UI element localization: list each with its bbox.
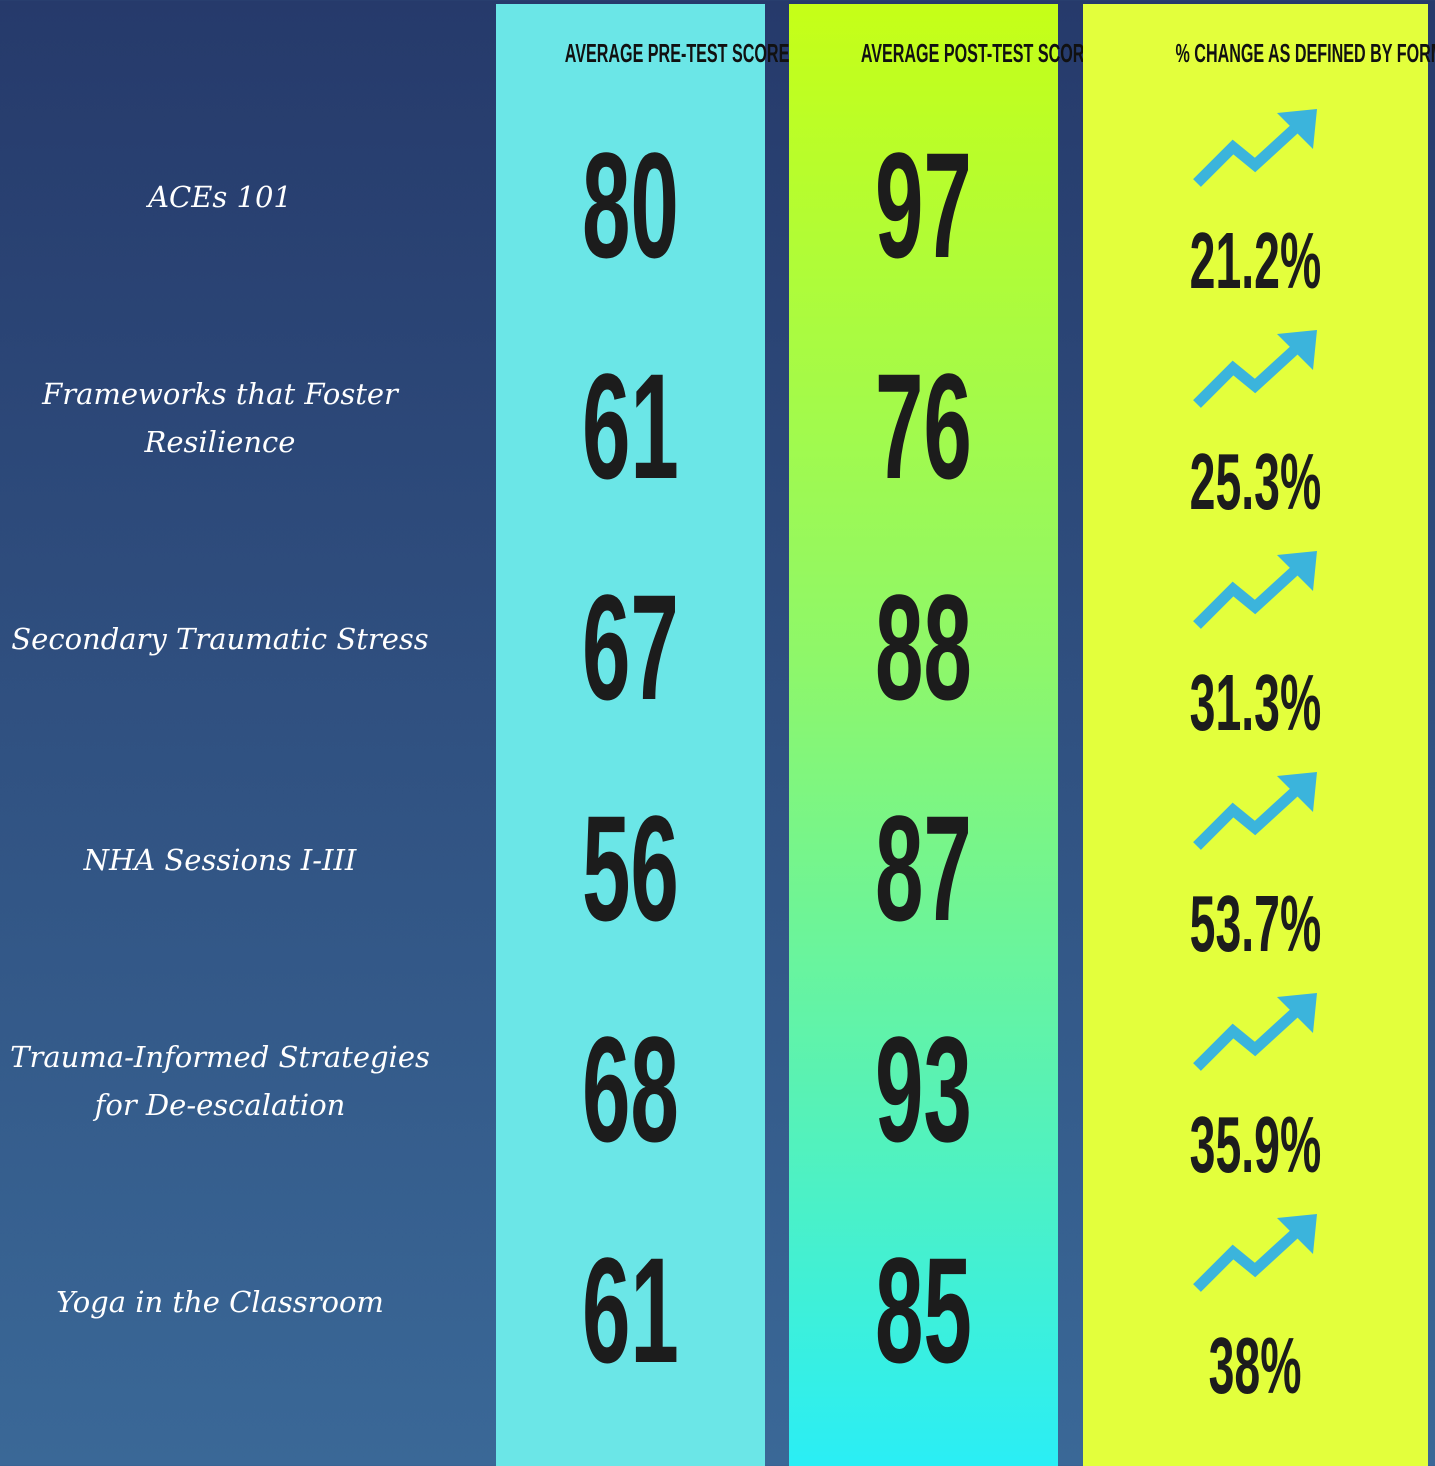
score: 80 (496, 130, 765, 280)
score: 61 (496, 351, 765, 501)
change: 38% (1083, 1326, 1428, 1406)
score-text: 61 (582, 342, 679, 510)
header-text: AVERAGE POST-TEST SCORE (860, 38, 1096, 68)
score-text: 85 (875, 1226, 972, 1394)
score-text: 56 (582, 784, 679, 952)
change-text: 35.9% (1189, 1100, 1322, 1189)
score: 97 (789, 130, 1058, 280)
trend-arrow (1193, 772, 1317, 850)
column-header: AVERAGE POST-TEST SCORE (789, 38, 1095, 69)
score: 88 (789, 572, 1058, 722)
trend-arrow (1193, 109, 1317, 187)
change-text: 21.2% (1189, 216, 1322, 305)
header-text: % CHANGE AS DEFINED BY FORMULA (1175, 38, 1435, 68)
score: 93 (789, 1014, 1058, 1164)
trend-arrow (1193, 1214, 1317, 1292)
row-label: NHA Sessions I-III (83, 843, 357, 877)
score: 56 (496, 793, 765, 943)
pre-column: AVERAGE PRE-TEST SCORE 80 61 67 56 68 61 (496, 4, 790, 1466)
column-header: % CHANGE AS DEFINED BY FORMULA (1083, 38, 1435, 69)
row-label: Secondary Traumatic Stress (11, 622, 429, 656)
change-text: 38% (1209, 1321, 1302, 1410)
change: 53.7% (1083, 884, 1428, 964)
column-header: AVERAGE PRE-TEST SCORE (496, 38, 790, 69)
score-text: 80 (582, 121, 679, 289)
change-text: 31.3% (1189, 658, 1322, 747)
change-text: 25.3% (1189, 437, 1322, 526)
change: 21.2% (1083, 221, 1428, 301)
score: 87 (789, 793, 1058, 943)
trend-arrow (1193, 551, 1317, 629)
score-text: 68 (582, 1005, 679, 1173)
row-label: Yoga in the Classroom (56, 1285, 384, 1319)
score-text: 93 (875, 1005, 972, 1173)
change: 35.9% (1083, 1105, 1428, 1185)
header-text: AVERAGE PRE-TEST SCORE (564, 38, 790, 68)
trend-arrow (1193, 330, 1317, 408)
trend-arrow (1193, 993, 1317, 1071)
row-label: Trauma-Informed Strategies for De-escala… (10, 1040, 430, 1122)
change-column: % CHANGE AS DEFINED BY FORMULA 21.2% 25.3%… (1083, 4, 1435, 1466)
score-text: 87 (875, 784, 972, 952)
change: 31.3% (1083, 663, 1428, 743)
score-text: 76 (875, 342, 972, 510)
score: 85 (789, 1235, 1058, 1385)
score-text: 88 (875, 563, 972, 731)
row-label: ACEs 101 (148, 180, 292, 214)
score: 61 (496, 1235, 765, 1385)
score-text: 67 (582, 563, 679, 731)
score: 76 (789, 351, 1058, 501)
change: 25.3% (1083, 442, 1428, 522)
score: 68 (496, 1014, 765, 1164)
score-text: 97 (875, 121, 972, 289)
row-label: Frameworks that Foster Resilience (42, 377, 398, 459)
score: 67 (496, 572, 765, 722)
score-text: 61 (582, 1226, 679, 1394)
post-column: AVERAGE POST-TEST SCORE 97 76 88 87 93 85 (789, 4, 1095, 1466)
change-text: 53.7% (1189, 879, 1322, 968)
